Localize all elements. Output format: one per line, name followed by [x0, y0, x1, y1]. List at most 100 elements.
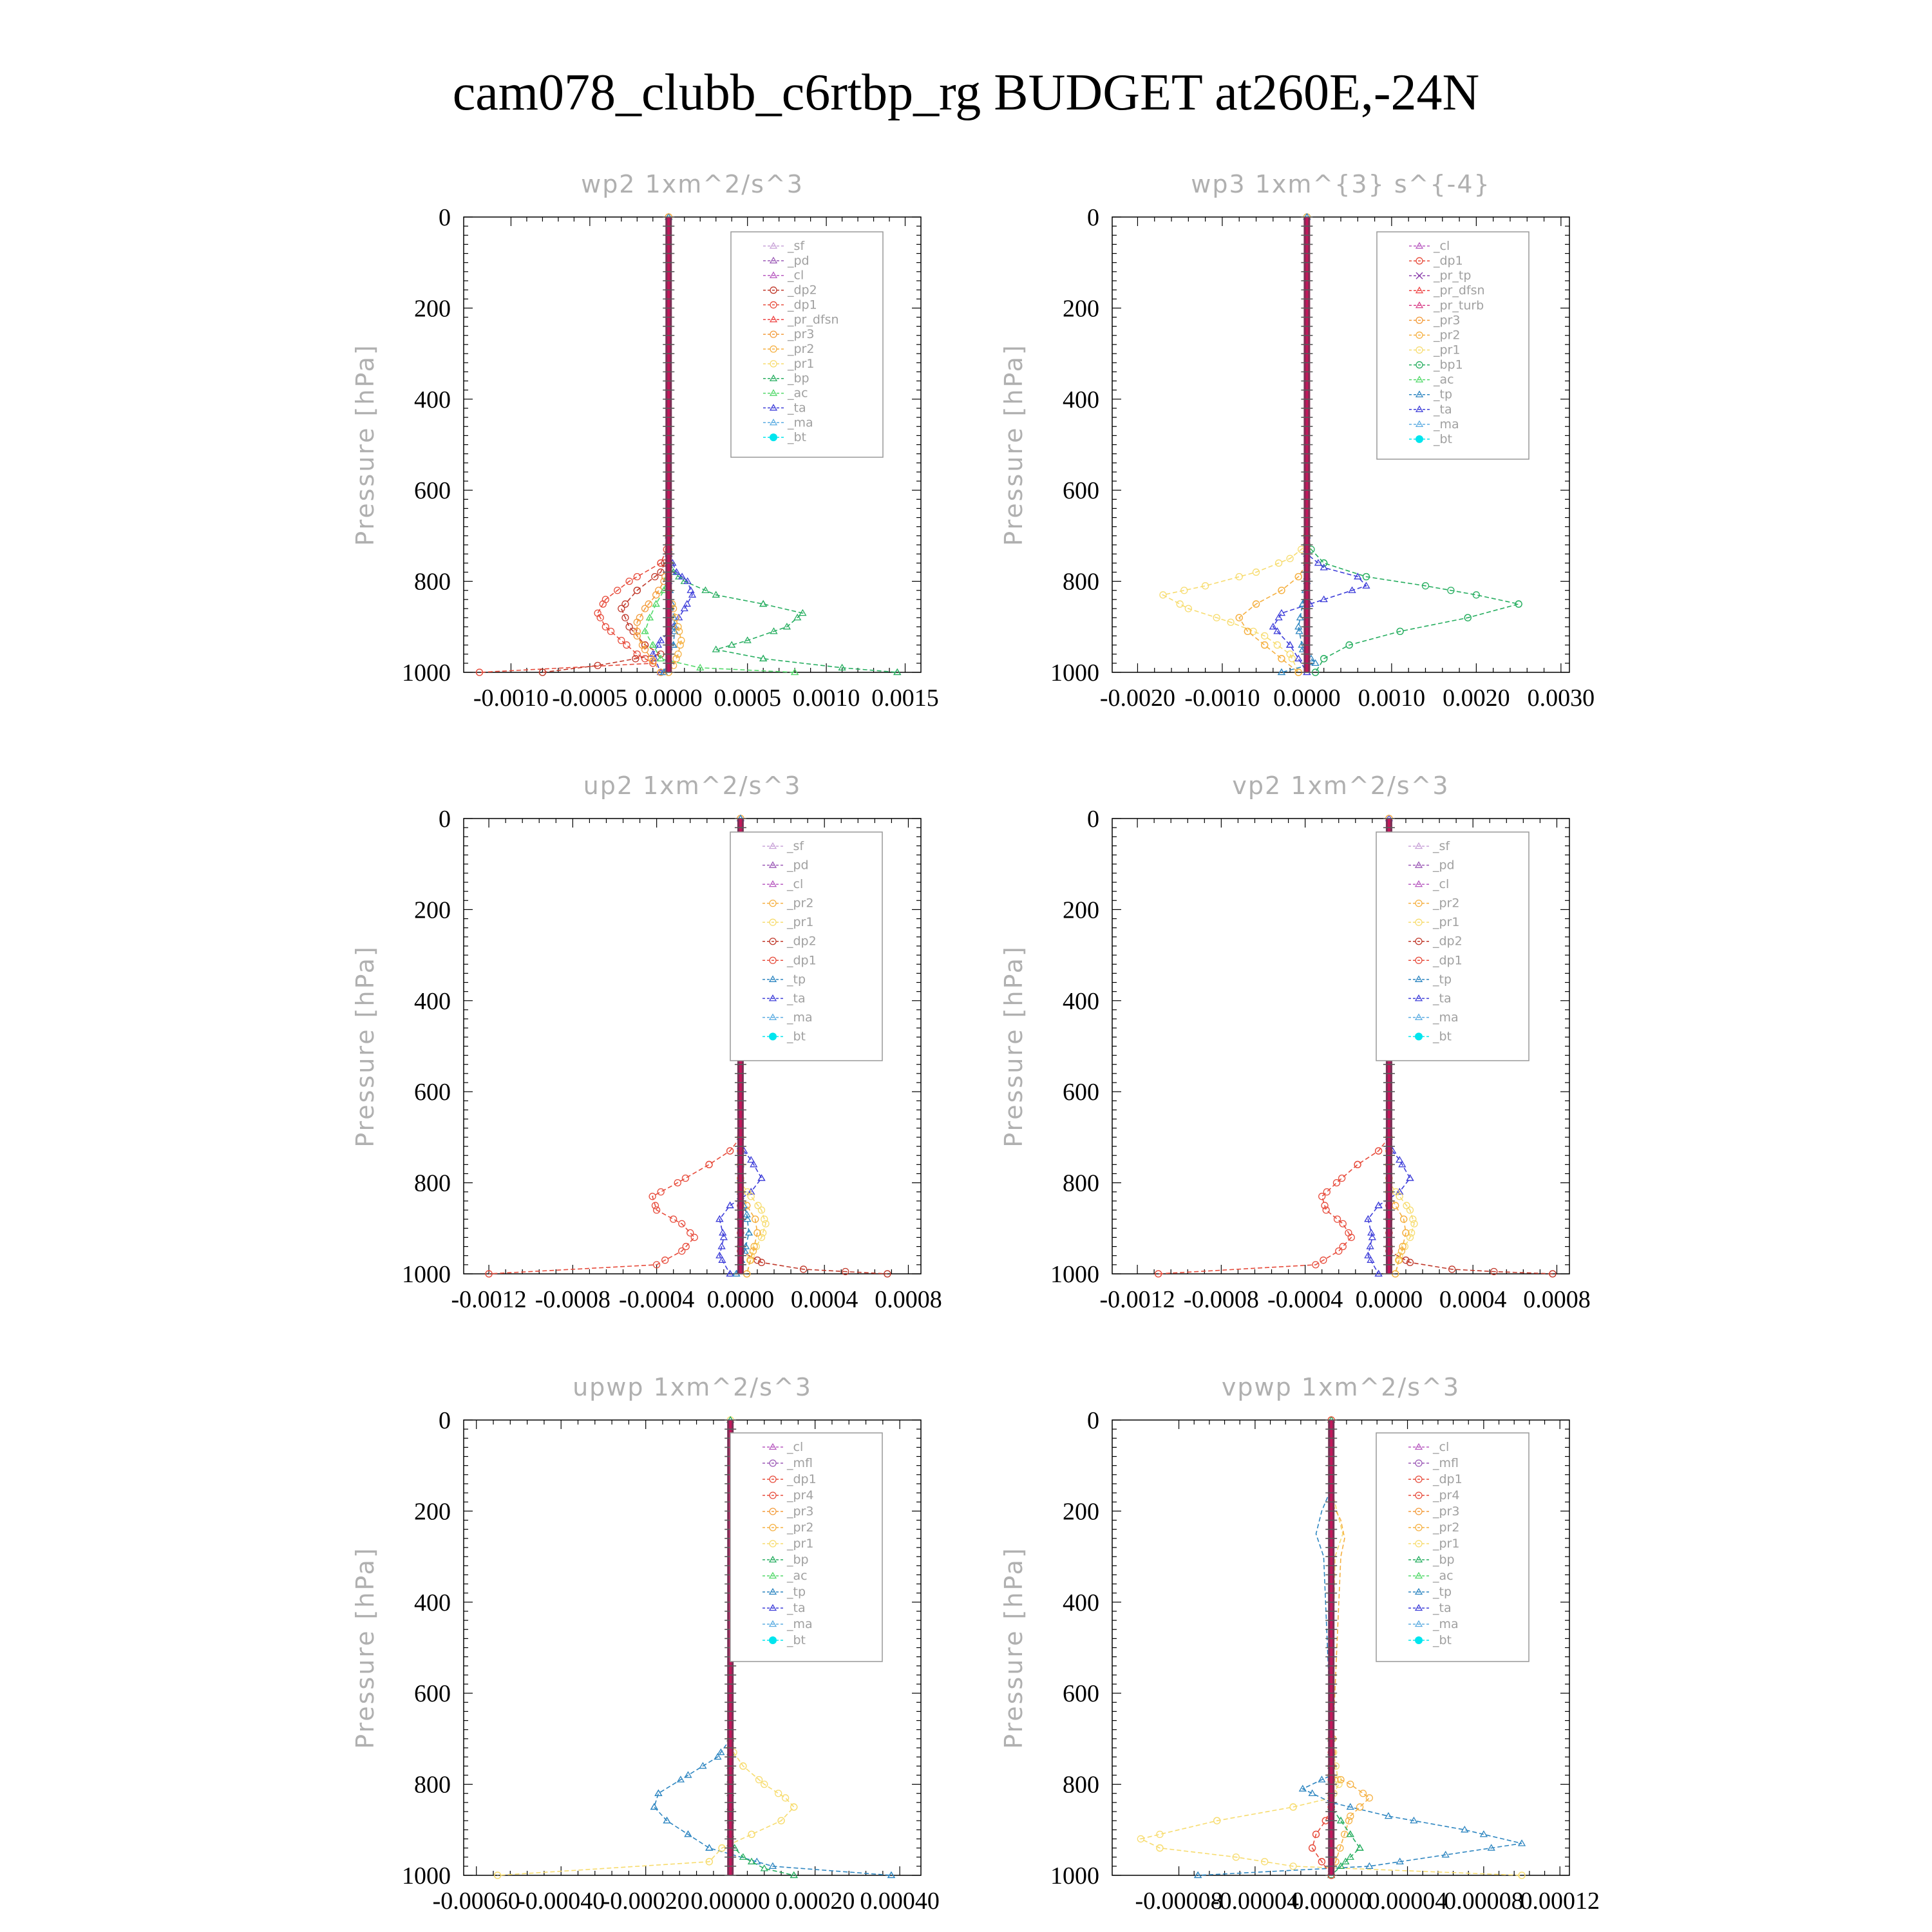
y-tick-label: 200: [1063, 896, 1099, 923]
marker-bp: [1356, 1844, 1364, 1851]
marker-dp2: [625, 623, 633, 630]
marker-pr3: [641, 605, 649, 612]
marker-dp1: [651, 1202, 659, 1209]
panel-title: vpwp 1xm^2/s^3: [1222, 1373, 1460, 1401]
series-line-pr1: [740, 819, 766, 1274]
marker-pr3: [1415, 1508, 1423, 1515]
marker-pr_dfsn: [769, 316, 778, 323]
legend-entry: _cl: [787, 269, 804, 283]
x-tick-label: -0.0020: [1100, 685, 1175, 712]
marker-dp1: [601, 623, 609, 630]
y-tick-label: 200: [1063, 1498, 1099, 1525]
marker-ta: [1314, 559, 1323, 566]
marker-bt: [1415, 1032, 1423, 1041]
y-tick-label: 400: [414, 1589, 451, 1616]
marker-ma: [768, 1620, 777, 1627]
series-line-bp1: [1306, 217, 1519, 673]
marker-dp1: [1339, 1242, 1347, 1251]
marker-dp1: [596, 614, 604, 621]
marker-dp2: [641, 641, 649, 649]
chart-panel-1: wp2 1xm^2/s^3 Pressure [hPa] 0 200 400 600 800…: [351, 170, 939, 712]
legend-entry: _dp2: [1432, 934, 1463, 949]
marker-cl: [769, 271, 778, 278]
marker-pr1: [777, 1817, 785, 1824]
marker-pr1: [1213, 1817, 1221, 1824]
x-tick-label: 0.00020: [775, 1888, 855, 1915]
marker-pr2: [1415, 1524, 1423, 1531]
legend-entry: _pr4: [1432, 1488, 1459, 1502]
y-tick-label: 600: [414, 1680, 451, 1707]
y-tick-label: 400: [1063, 1589, 1099, 1616]
y-tick-label: 1000: [402, 1261, 451, 1288]
marker-pr1: [705, 1858, 713, 1866]
legend-entry: _tp: [786, 972, 806, 987]
marker-ta: [1364, 1215, 1372, 1222]
marker-bp: [782, 623, 791, 630]
legend-entry: _ma: [1432, 1010, 1459, 1025]
marker-dp2: [621, 600, 629, 608]
marker-pr2: [1244, 627, 1252, 636]
marker-pr1: [1273, 641, 1282, 649]
marker-dp2: [770, 286, 777, 294]
marker-ta: [769, 404, 778, 411]
panel-title: upwp 1xm^2/s^3: [573, 1373, 812, 1401]
legend-entry: _cl: [786, 1440, 803, 1454]
marker-tp: [1277, 668, 1286, 676]
marker-dp1: [1338, 1174, 1346, 1182]
y-tick-label: 600: [1063, 1680, 1099, 1707]
marker-pd: [768, 861, 777, 868]
legend-entry: _ta: [1433, 402, 1452, 417]
legend-entry: _pr1: [786, 915, 813, 929]
marker-pr1: [1213, 614, 1220, 621]
legend-entry: _ac: [786, 1569, 808, 1583]
marker-ta: [1374, 1269, 1383, 1277]
marker-dp1: [1322, 1206, 1330, 1214]
legend-entry: _pr_turb: [1433, 298, 1484, 312]
legend-entry: _dp1: [786, 1472, 817, 1486]
marker-ac: [652, 600, 660, 607]
x-tick-label: 0.0015: [871, 685, 939, 712]
marker-pr2: [1252, 600, 1260, 608]
marker-ta: [1362, 582, 1370, 589]
marker-bp: [893, 668, 902, 676]
legend-entry: _pr_tp: [1433, 269, 1471, 283]
marker-dp1: [769, 1475, 777, 1483]
marker-pr2: [749, 1247, 757, 1255]
legend-entry: _pr2: [1433, 328, 1460, 342]
legend: _cl_dp1_pr_tp_pr_dfsn_pr_turb_pr3_pr2_pr…: [1376, 231, 1530, 460]
marker-dp2: [632, 655, 639, 663]
marker-pr2: [753, 1229, 761, 1237]
marker-pr3: [636, 614, 644, 621]
marker-ta: [1396, 1188, 1404, 1195]
marker-ta: [1414, 994, 1423, 1001]
marker-bp1: [1447, 587, 1455, 594]
marker-ta: [1368, 1233, 1376, 1240]
legend-entry: _mfl: [786, 1456, 813, 1470]
marker-dp1: [726, 1147, 734, 1155]
legend-entry: _pr1: [786, 1537, 813, 1551]
marker-bp: [1346, 1830, 1354, 1837]
marker-pr_turb: [1415, 301, 1424, 308]
y-tick-label: 600: [1063, 1079, 1099, 1106]
y-tick-label: 800: [1063, 1772, 1099, 1799]
marker-tp: [1415, 390, 1424, 397]
marker-pr2: [1395, 1256, 1403, 1264]
x-tick-label: 0.0008: [875, 1286, 942, 1313]
legend-entry: _mfl: [1432, 1456, 1459, 1470]
x-tick-label: -0.0008: [535, 1286, 611, 1313]
marker-pr3: [645, 600, 652, 608]
marker-pr2: [1399, 1242, 1406, 1251]
marker-ac: [696, 663, 705, 671]
marker-dp2: [1549, 1270, 1557, 1278]
marker-cl: [768, 1443, 777, 1450]
marker-pr_tp: [1416, 272, 1423, 279]
marker-tp: [650, 1803, 658, 1810]
series-line-dp1: [489, 819, 741, 1274]
panel-title: vp2 1xm^2/s^3: [1232, 772, 1449, 800]
marker-sf: [768, 842, 777, 849]
marker-pr2: [1261, 641, 1269, 649]
marker-ta: [654, 641, 663, 648]
series-line-pr1: [1161, 217, 1308, 673]
marker-dp2: [621, 614, 629, 621]
marker-ta: [1367, 1229, 1376, 1236]
